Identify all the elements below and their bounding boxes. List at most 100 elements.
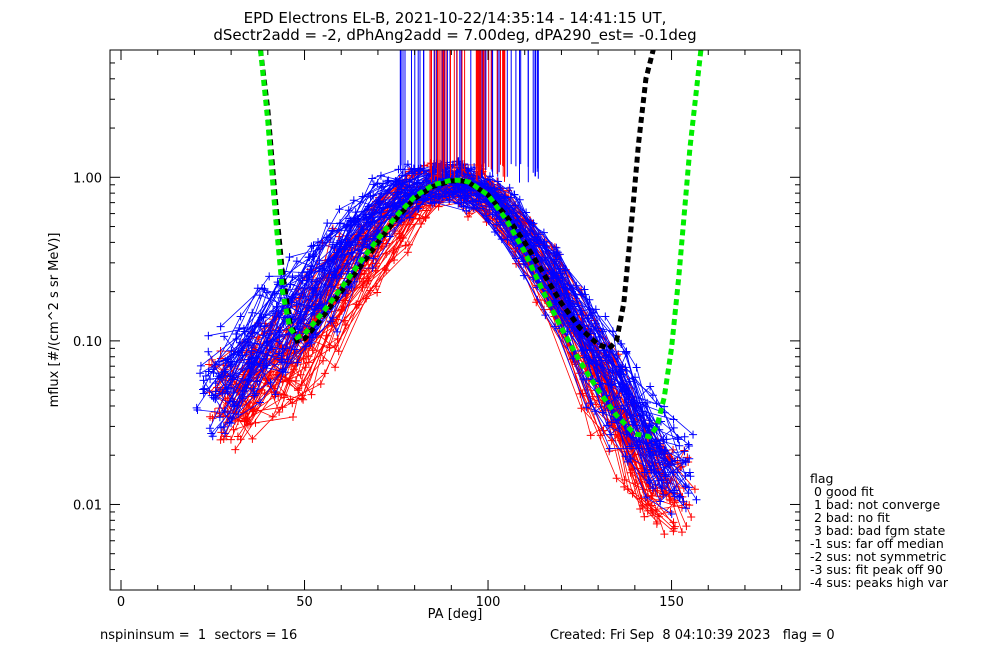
data-point: [510, 190, 519, 199]
data-point: [675, 441, 684, 450]
data-point: [259, 331, 268, 340]
data-point: [310, 304, 319, 313]
data-point: [561, 266, 570, 275]
data-point: [209, 369, 218, 378]
data-point: [199, 389, 208, 398]
data-point: [320, 369, 329, 378]
data-point: [551, 255, 560, 264]
data-point: [373, 179, 382, 188]
legend-item: -2 sus: not symmetric: [810, 549, 946, 564]
data-point: [333, 264, 342, 273]
data-point: [623, 485, 632, 494]
y-tick-label: 1.00: [73, 171, 102, 186]
data-point: [469, 204, 478, 213]
data-point: [680, 432, 689, 441]
data-point: [293, 358, 302, 367]
data-point: [682, 522, 691, 531]
legend: flag 0 good fit 1 bad: not converge 2 ba…: [810, 471, 949, 590]
footer-right: Created: Fri Sep 8 04:10:39 2023 flag = …: [550, 628, 835, 643]
data-point: [301, 342, 310, 351]
data-point: [533, 235, 542, 244]
data-point: [307, 390, 316, 399]
data-point: [657, 484, 666, 493]
data-point: [278, 367, 287, 376]
data-point: [333, 327, 342, 336]
trace: [230, 163, 676, 491]
data-point: [304, 253, 313, 262]
fit-curve-green: [258, 50, 704, 440]
data-point: [505, 183, 514, 192]
data-point: [623, 457, 632, 466]
fit-curves: [258, 50, 704, 440]
data-point: [252, 373, 261, 382]
data-point: [632, 363, 641, 372]
data-point: [196, 361, 205, 370]
data-point: [405, 181, 414, 190]
trace: [212, 176, 685, 444]
data-point: [692, 495, 701, 504]
data-point: [278, 358, 287, 367]
data-point: [660, 530, 669, 539]
axes: 0 50 100 150 0.01 0.10 1.00: [73, 49, 800, 610]
data-point: [200, 384, 209, 393]
data-point: [591, 400, 600, 409]
data-point: [684, 483, 693, 492]
legend-item: 2 bad: no fit: [810, 510, 890, 525]
legend-item: 3 bad: bad fgm state: [810, 523, 946, 538]
data-point: [687, 513, 696, 522]
data-point: [342, 242, 351, 251]
data-point: [652, 519, 661, 528]
data-point: [275, 407, 284, 416]
data-point: [601, 312, 610, 321]
data-point: [236, 312, 245, 321]
footer-left: nspininsum = 1 sectors = 16: [100, 628, 297, 643]
data-point: [369, 254, 378, 263]
data-point: [299, 395, 308, 404]
data-point: [248, 434, 257, 443]
data-point: [310, 310, 319, 319]
data-point: [316, 380, 325, 389]
data-point: [512, 254, 521, 263]
data-point: [247, 353, 256, 362]
data-point: [605, 444, 614, 453]
data-point: [541, 311, 550, 320]
data-point: [627, 442, 636, 451]
data-point: [260, 322, 269, 331]
data-point: [685, 454, 694, 463]
data-point: [675, 493, 684, 502]
data-point: [347, 283, 356, 292]
data-point: [323, 219, 332, 228]
data-point: [368, 217, 377, 226]
data-point: [285, 253, 294, 262]
data-point: [349, 196, 358, 205]
data-point: [685, 468, 694, 477]
data-point: [681, 504, 690, 513]
data-point: [326, 234, 335, 243]
data-point: [464, 212, 473, 221]
data-point: [283, 355, 292, 364]
data-point: [582, 403, 591, 412]
data-point: [227, 357, 236, 366]
data-point: [417, 219, 426, 228]
data-point: [435, 195, 444, 204]
data-point: [351, 208, 360, 217]
data-point: [223, 383, 232, 392]
data-point: [232, 329, 241, 338]
data-point: [231, 445, 240, 454]
data-point: [670, 456, 679, 465]
data-point: [496, 183, 505, 192]
data-point: [631, 373, 640, 382]
data-point: [244, 341, 253, 350]
data-point: [249, 384, 258, 393]
data-point: [636, 505, 645, 514]
data-point: [277, 351, 286, 360]
data-point: [243, 337, 252, 346]
data-point: [307, 242, 316, 251]
data-point: [315, 256, 324, 265]
data-point: [319, 356, 328, 365]
data-point: [334, 347, 343, 356]
data-point: [218, 388, 227, 397]
data-point: [396, 234, 405, 243]
chart-subtitle: dSectr2add = -2, dPhAng2add = 7.00deg, d…: [213, 26, 696, 45]
data-point: [640, 512, 649, 521]
